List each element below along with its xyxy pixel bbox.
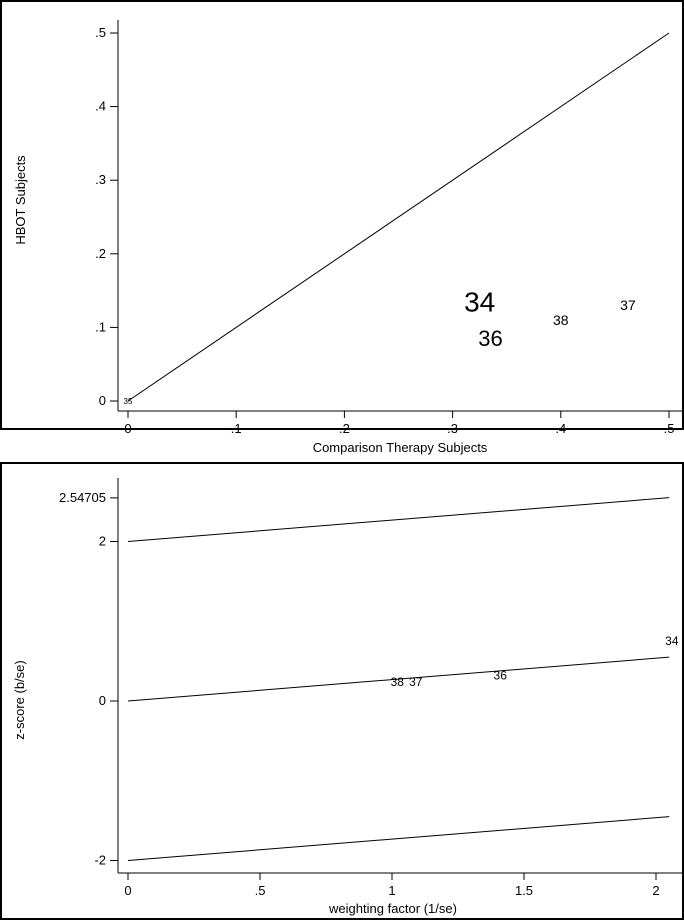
y-axis-label: HBOT Subjects [13, 155, 28, 245]
point-label: 34 [665, 634, 679, 648]
y-tick-label: 2 [99, 534, 106, 549]
x-tick-label: .5 [664, 421, 675, 436]
funnel-scatter-panel: 0 .1 .2 .3 .4 .5 0 .1 .2 .3 .4 .5 34 36 38 37 35 Compar… [0, 0, 684, 455]
x-tick-label: 0 [124, 421, 131, 436]
point-label: 35 [124, 397, 133, 406]
point-label: 37 [620, 297, 636, 313]
reference-line [127, 32, 670, 402]
plot-area: 34 36 38 37 35 [124, 32, 670, 406]
y-tick-label: 0 [99, 393, 106, 408]
x-tick-label: .2 [339, 421, 350, 436]
panel-border [0, 0, 684, 430]
panel-border [0, 462, 684, 920]
point-label: 36 [478, 326, 502, 351]
y-tick-label: .4 [95, 99, 106, 114]
point-label: 34 [464, 286, 495, 317]
regression-line [127, 816, 670, 861]
regression-line [127, 656, 670, 702]
x-tick-label: 2 [652, 883, 659, 898]
x-tick-label: 1 [388, 883, 395, 898]
y-axis-label: z-score (b/se) [12, 660, 27, 739]
y-tick-label: 0 [99, 693, 106, 708]
y-tick-label: .2 [95, 246, 106, 261]
galbraith-plot-panel: -2 0 2 2.54705 0 .5 1 1.5 2 38 37 36 34 weighting f… [0, 462, 684, 920]
x-tick-label: .1 [231, 421, 242, 436]
x-tick-label: .3 [447, 421, 458, 436]
x-tick-label: .5 [255, 883, 266, 898]
x-tick-label: 0 [124, 883, 131, 898]
y-tick-label: .3 [95, 172, 106, 187]
axes: 0 .1 .2 .3 .4 .5 0 .1 .2 .3 .4 .5 [95, 20, 684, 436]
x-axis-label: weighting factor (1/se) [328, 901, 457, 916]
regression-line [127, 497, 670, 542]
point-label: 36 [494, 668, 508, 682]
x-tick-label: .4 [555, 421, 566, 436]
y-tick-label: .1 [95, 319, 106, 334]
point-label: 37 [409, 675, 423, 689]
plot-area: 38 37 36 34 [127, 497, 679, 861]
y-tick-label: .5 [95, 25, 106, 40]
y-tick-label: 2.54705 [59, 490, 106, 505]
x-axis-label: Comparison Therapy Subjects [313, 440, 488, 455]
point-label: 38 [391, 675, 405, 689]
y-tick-label: -2 [94, 853, 106, 868]
point-label: 38 [553, 312, 569, 328]
axes: -2 0 2 2.54705 0 .5 1 1.5 2 [59, 478, 684, 898]
x-tick-label: 1.5 [515, 883, 533, 898]
